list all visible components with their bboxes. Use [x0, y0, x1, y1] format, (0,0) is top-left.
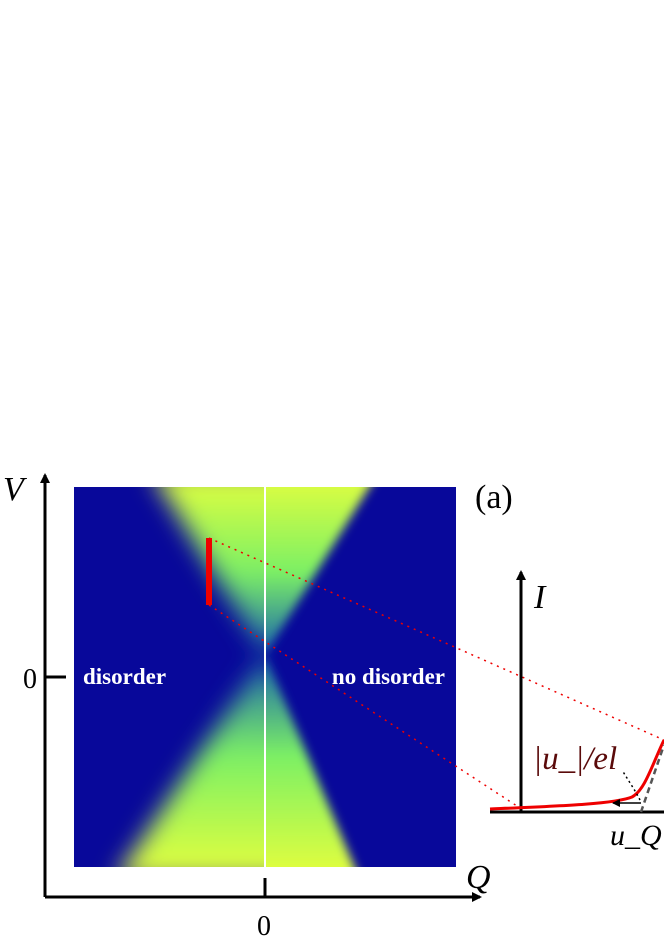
inset-annotation: |u_|/el — [533, 741, 617, 777]
guide-line — [208, 604, 521, 809]
region-label: disorder — [83, 664, 166, 689]
inset-x-label: u_Q — [610, 819, 662, 852]
inset-curve — [489, 739, 664, 811]
annotation-pointer — [621, 769, 641, 801]
tangent-line — [639, 744, 664, 813]
y-axis-label: V — [3, 471, 28, 508]
region-label: no disorder — [332, 664, 445, 689]
inset-y-axis-label: I — [533, 579, 547, 616]
heatmap — [74, 487, 456, 867]
panel-label: (a) — [475, 479, 513, 516]
guide-line — [208, 537, 664, 741]
y-tick-label: 0 — [23, 664, 37, 695]
x-tick-label: 0 — [257, 911, 271, 939]
x-axis-label: Q — [466, 859, 491, 896]
